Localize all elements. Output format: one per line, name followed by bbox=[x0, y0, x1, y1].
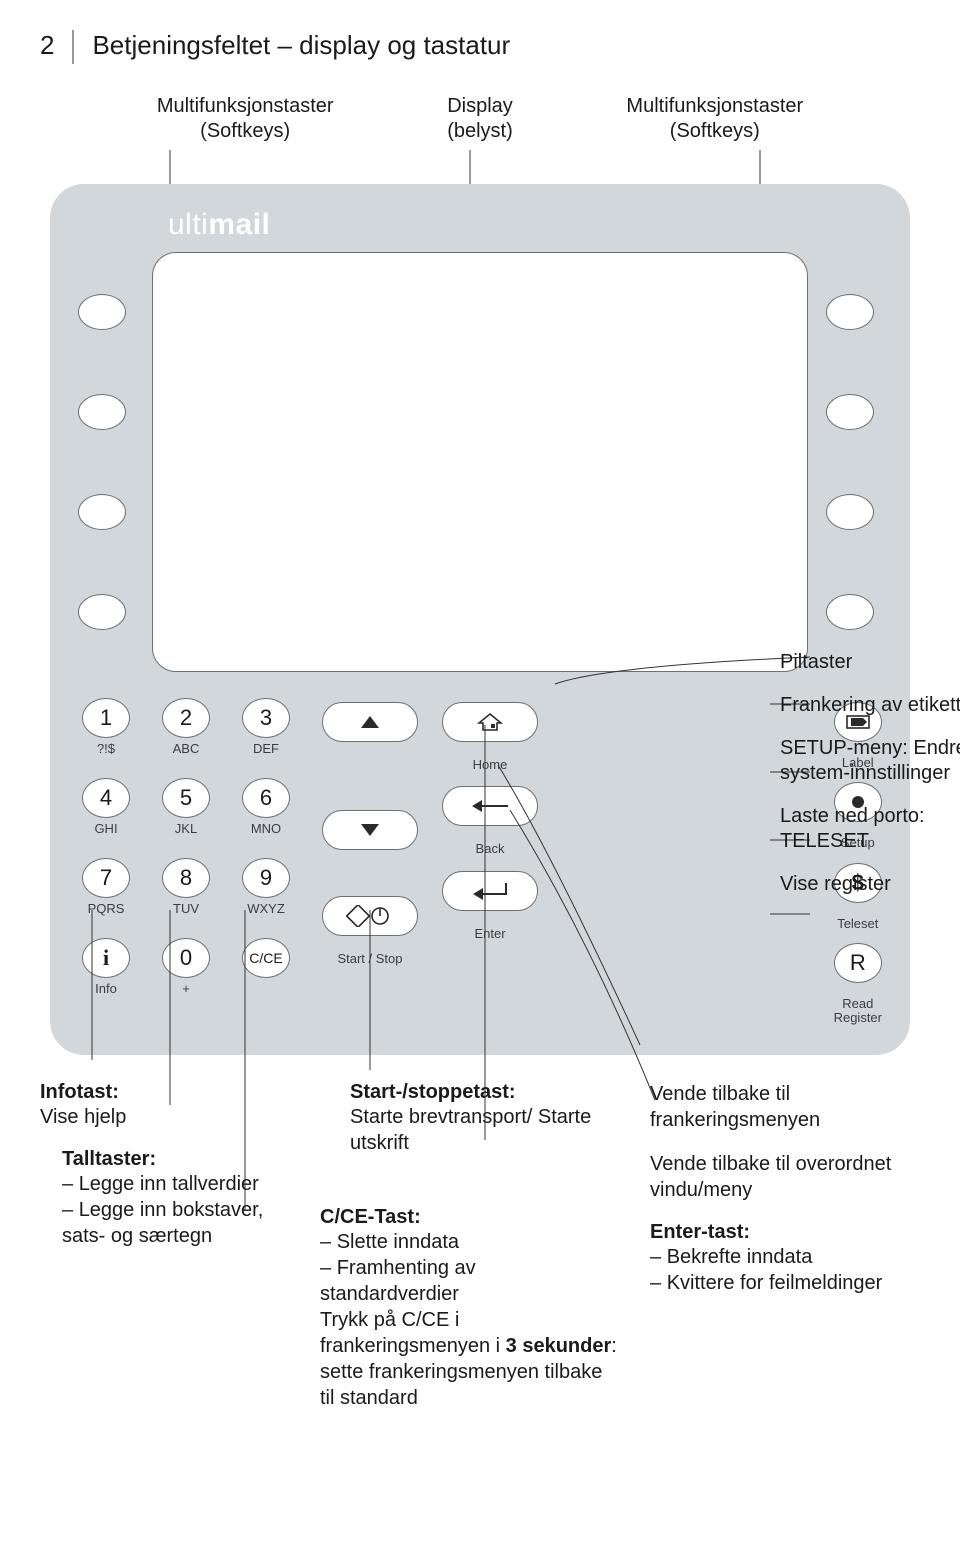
enter-title: Enter-tast: bbox=[650, 1221, 920, 1244]
key-4[interactable]: 4 bbox=[82, 778, 130, 818]
softkey-l4[interactable] bbox=[78, 594, 126, 630]
home-icon bbox=[477, 712, 503, 732]
triangle-up-icon bbox=[360, 715, 380, 729]
display-screen bbox=[152, 252, 808, 672]
brand-logo: ultimail bbox=[168, 208, 882, 242]
page-header: 2 Betjeningsfeltet – display og tastatur bbox=[40, 30, 920, 64]
talltaster-l2: Legge inn bokstaver, sats- og særtegn bbox=[62, 1197, 290, 1249]
key-down[interactable] bbox=[322, 810, 418, 850]
talltaster-l1: Legge inn tallverdier bbox=[62, 1171, 290, 1197]
key-8[interactable]: 8 bbox=[162, 858, 210, 898]
key-up[interactable] bbox=[322, 702, 418, 742]
cce-l3b: 3 sekunder bbox=[506, 1335, 612, 1357]
enter-l2: Kvittere for feilmeldinger bbox=[650, 1270, 920, 1296]
cce-l3: Trykk på C/CE i frankeringsmenyen i 3 se… bbox=[320, 1307, 620, 1411]
key-3[interactable]: 3 bbox=[242, 698, 290, 738]
screen-row bbox=[78, 252, 882, 672]
annot-setup: SETUP-meny: Endre system-innstillinger bbox=[780, 736, 960, 786]
key-home[interactable] bbox=[442, 702, 538, 742]
top-callout-row: Multifunksjonstaster (Softkeys) Display … bbox=[100, 94, 860, 144]
sub-6: MNO bbox=[251, 821, 281, 836]
callout-softkeys-right: Multifunksjonstaster (Softkeys) bbox=[626, 94, 803, 144]
softkey-r4[interactable] bbox=[826, 594, 874, 630]
key-9[interactable]: 9 bbox=[242, 858, 290, 898]
enter-arrow-icon bbox=[470, 880, 510, 902]
infotast-title: Infotast: bbox=[40, 1081, 290, 1104]
sub-5: JKL bbox=[175, 821, 197, 836]
key-2[interactable]: 2 bbox=[162, 698, 210, 738]
key-7[interactable]: 7 bbox=[82, 858, 130, 898]
header-divider bbox=[72, 30, 74, 64]
annot-teleset: Laste ned porto: TELESET bbox=[780, 804, 960, 854]
infotast-block: Infotast: Vise hjelp bbox=[40, 1081, 290, 1130]
infotast-line: Vise hjelp bbox=[40, 1104, 290, 1130]
vende-1: Vende tilbake til frankeringsmenyen bbox=[650, 1081, 920, 1133]
softkey-r1[interactable] bbox=[826, 294, 874, 330]
cce-l3a: Trykk på C/CE i frankeringsmenyen i bbox=[320, 1309, 506, 1357]
brand-light: ulti bbox=[168, 208, 208, 241]
sub-2: ABC bbox=[173, 741, 200, 756]
softkey-l1[interactable] bbox=[78, 294, 126, 330]
side-annotations: Piltaster Frankering av etiketter SETUP-… bbox=[780, 650, 960, 915]
vende-2: Vende tilbake til overordnet vindu/meny bbox=[650, 1151, 920, 1203]
softkey-l3[interactable] bbox=[78, 494, 126, 530]
softkey-r2[interactable] bbox=[826, 394, 874, 430]
annot-piltaster: Piltaster bbox=[780, 650, 960, 675]
callout-display: Display (belyst) bbox=[447, 94, 513, 144]
brand-bold: mail bbox=[208, 208, 270, 241]
key-5[interactable]: 5 bbox=[162, 778, 210, 818]
key-6[interactable]: 6 bbox=[242, 778, 290, 818]
enter-l1: Bekrefte inndata bbox=[650, 1244, 920, 1270]
lower-leader-lines bbox=[50, 910, 910, 1080]
page-number: 2 bbox=[40, 30, 54, 64]
page-title: Betjeningsfeltet – display og tastatur bbox=[92, 30, 510, 64]
callout-softkeys-left: Multifunksjonstaster (Softkeys) bbox=[157, 94, 334, 144]
annot-register: Vise register bbox=[780, 872, 960, 897]
enter-block: Enter-tast: Bekrefte inndata Kvittere fo… bbox=[650, 1221, 920, 1296]
talltaster-title: Talltaster: bbox=[62, 1148, 290, 1171]
cce-l1: Slette inndata bbox=[320, 1229, 620, 1255]
softkeys-left bbox=[78, 252, 134, 672]
triangle-down-icon bbox=[360, 823, 380, 837]
talltaster-block: Talltaster: Legge inn tallverdier Legge … bbox=[40, 1148, 290, 1249]
softkeys-right bbox=[826, 252, 882, 672]
softkey-l2[interactable] bbox=[78, 394, 126, 430]
key-back[interactable] bbox=[442, 786, 538, 826]
key-1[interactable]: 1 bbox=[82, 698, 130, 738]
cce-block: C/CE-Tast: Slette inndata Framhenting av… bbox=[320, 1206, 620, 1411]
cce-l2: Framhenting av standardverdier bbox=[320, 1255, 620, 1307]
label-back: Back bbox=[476, 842, 505, 856]
softkey-r3[interactable] bbox=[826, 494, 874, 530]
sub-3: DEF bbox=[253, 741, 279, 756]
back-arrow-icon bbox=[470, 797, 510, 815]
sub-4: GHI bbox=[94, 821, 117, 836]
label-home: Home bbox=[473, 758, 508, 772]
lower-annotations: Infotast: Vise hjelp Talltaster: Legge i… bbox=[40, 1081, 920, 1429]
key-enter[interactable] bbox=[442, 871, 538, 911]
annot-frankering: Frankering av etiketter bbox=[780, 693, 960, 718]
cce-title: C/CE-Tast: bbox=[320, 1206, 620, 1229]
sub-1: ?!$ bbox=[97, 741, 115, 756]
